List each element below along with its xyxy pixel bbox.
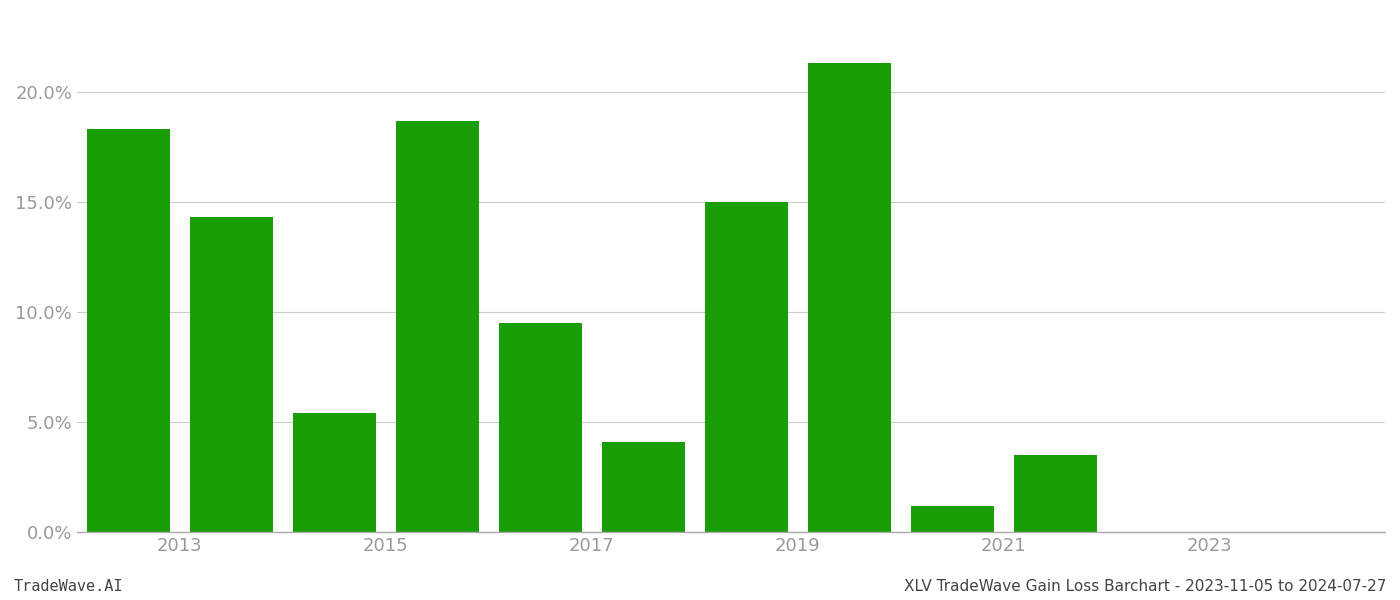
Bar (500, 323, 581, 532)
Bar (293, 413, 375, 532)
Bar (396, 121, 479, 532)
Bar (602, 442, 685, 532)
Bar (706, 202, 788, 532)
Bar (911, 506, 994, 532)
Text: TradeWave.AI: TradeWave.AI (14, 579, 123, 594)
Text: XLV TradeWave Gain Loss Barchart - 2023-11-05 to 2024-07-27: XLV TradeWave Gain Loss Barchart - 2023-… (903, 579, 1386, 594)
Bar (808, 64, 890, 532)
Bar (1014, 455, 1096, 532)
Bar (190, 217, 273, 532)
Bar (87, 130, 169, 532)
